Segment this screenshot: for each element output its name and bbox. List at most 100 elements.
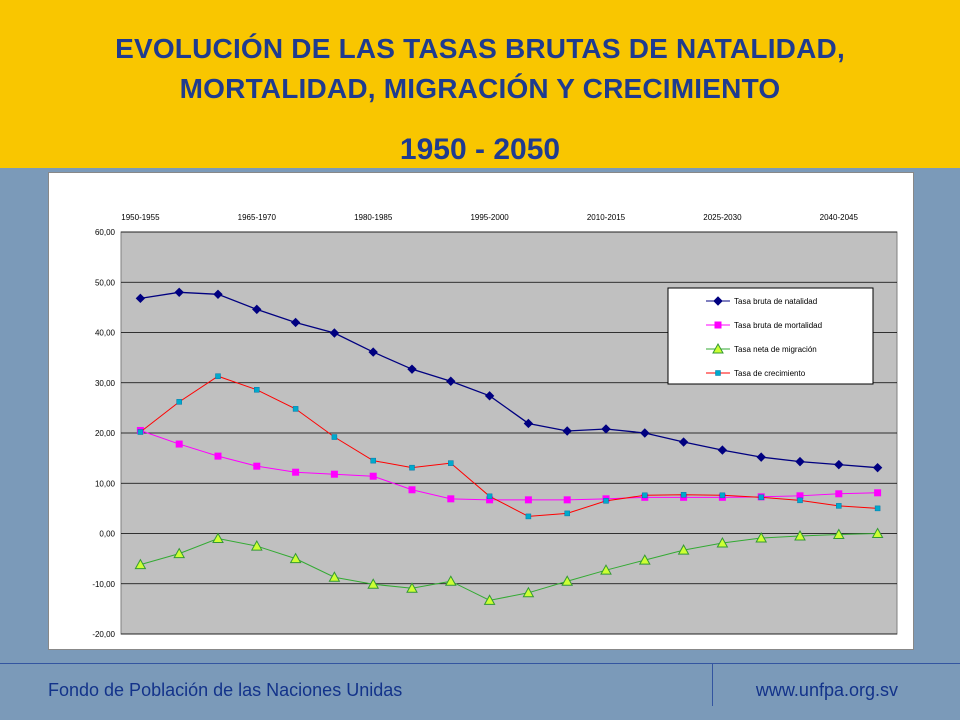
footer-divider-line — [0, 663, 960, 664]
series-2-point — [330, 470, 338, 478]
title-banner: EVOLUCIÓN DE LAS TASAS BRUTAS DE NATALID… — [0, 0, 960, 168]
y-tick-label: 10,00 — [95, 479, 116, 488]
y-tick-label: 0,00 — [99, 530, 115, 539]
legend-marker — [712, 342, 724, 354]
series-2-point — [253, 462, 261, 470]
series-3-point — [328, 571, 341, 582]
series-1-point — [717, 445, 728, 455]
series-2-point — [563, 496, 571, 504]
series-4-point — [874, 505, 881, 512]
series-4-point — [215, 373, 221, 379]
series-2-point — [874, 489, 882, 497]
series-3-point — [173, 547, 186, 559]
y-tick-label: -20,00 — [92, 630, 115, 639]
series-1-point — [795, 456, 805, 467]
y-tick-label: -10,00 — [92, 580, 115, 589]
series-4-point — [176, 399, 182, 405]
series-3-point — [522, 586, 535, 598]
legend-label: Tasa bruta de natalidad — [734, 297, 817, 306]
y-tick-label: 60,00 — [95, 228, 116, 237]
series-4-point — [370, 457, 376, 464]
series-3-point — [871, 527, 884, 538]
series-3-point — [794, 529, 806, 541]
series-1-point — [135, 293, 146, 304]
series-1-point — [484, 391, 495, 401]
footer-vertical-divider — [712, 664, 713, 706]
series-4-point — [331, 434, 338, 440]
series-1-point — [562, 426, 572, 436]
legend-label: Tasa bruta de mortalidad — [734, 321, 822, 330]
series-2-point — [835, 490, 843, 498]
series-4-point — [719, 492, 726, 499]
legend-box — [667, 287, 874, 385]
series-4-point — [642, 492, 648, 499]
y-tick-label: 30,00 — [95, 379, 116, 388]
x-tick-label: 2025-2030 — [703, 213, 742, 222]
series-4-point — [448, 460, 454, 466]
series-4-point — [564, 510, 570, 517]
series-3-point — [367, 578, 380, 589]
series-3-point — [406, 582, 418, 593]
x-tick-label: 2040-2045 — [820, 213, 859, 222]
y-tick-label: 40,00 — [95, 329, 116, 338]
series-2-point — [408, 486, 416, 494]
series-line-4 — [140, 375, 878, 517]
chart-container: -20,00 -10,00 0,00 10,00 20,00 30,00 40,00 50,0… — [48, 172, 914, 650]
series-1-point — [523, 418, 534, 429]
series-1-point — [329, 328, 340, 338]
series-3-point — [483, 594, 496, 605]
series-line-3 — [140, 533, 878, 601]
series-1-point — [368, 347, 378, 357]
y-tick-label: 20,00 — [95, 429, 116, 438]
legend-label: Tasa de crecimiento — [734, 369, 806, 378]
series-3-point — [444, 575, 457, 586]
series-2-point — [292, 468, 300, 476]
series-1-point — [872, 462, 883, 473]
series-4-point — [292, 406, 299, 412]
series-2-point — [175, 440, 183, 448]
series-1-point — [834, 459, 844, 470]
series-3-point — [250, 540, 263, 551]
series-1-point — [213, 289, 223, 300]
series-3-point — [289, 552, 302, 564]
series-4-point — [836, 503, 842, 509]
legend-label: Tasa neta de migración — [734, 345, 817, 354]
series-3-point — [561, 575, 574, 586]
series-1-point — [174, 287, 184, 298]
page-title-line-1: EVOLUCIÓN DE LAS TASAS BRUTAS DE NATALID… — [115, 33, 845, 64]
footer-organization: Fondo de Población de las Naciones Unida… — [48, 680, 403, 700]
series-3-point — [832, 528, 845, 540]
series-1-point — [640, 428, 650, 438]
series-2-point — [369, 472, 377, 480]
series-4-point — [603, 498, 609, 504]
series-4-point — [486, 493, 493, 500]
page-subtitle: 1950 - 2050 — [399, 133, 561, 166]
line-chart: -20,00 -10,00 0,00 10,00 20,00 30,00 40,00 50,0… — [92, 213, 898, 639]
x-tick-label: 2010-2015 — [587, 213, 626, 222]
legend-marker — [715, 370, 721, 376]
series-1-point — [290, 317, 301, 328]
series-3-point — [755, 531, 768, 543]
series-3-point — [600, 564, 612, 575]
series-2-point — [524, 496, 532, 504]
series-2-point — [214, 452, 222, 460]
series-4-point — [525, 513, 532, 520]
series-3-point — [677, 544, 690, 555]
series-4-point — [758, 494, 764, 501]
x-tick-label: 1980-1985 — [354, 213, 393, 222]
series-4-point — [409, 464, 415, 471]
series-1-point — [407, 364, 417, 374]
series-3-point — [716, 537, 729, 548]
series-4-point — [137, 429, 144, 435]
series-4-point — [680, 492, 687, 498]
page-title-line-2: MORTALIDAD, MIGRACIÓN Y CRECIMIENTO — [179, 73, 781, 104]
series-4-point — [797, 497, 803, 504]
series-2-point — [447, 495, 455, 503]
legend-marker — [714, 321, 722, 329]
series-3-point — [212, 532, 224, 544]
series-1-point — [678, 437, 689, 447]
y-tick-label: 50,00 — [95, 278, 116, 287]
x-tick-label: 1950-1955 — [121, 213, 160, 222]
legend-marker — [713, 296, 723, 306]
series-3-point — [638, 554, 651, 565]
